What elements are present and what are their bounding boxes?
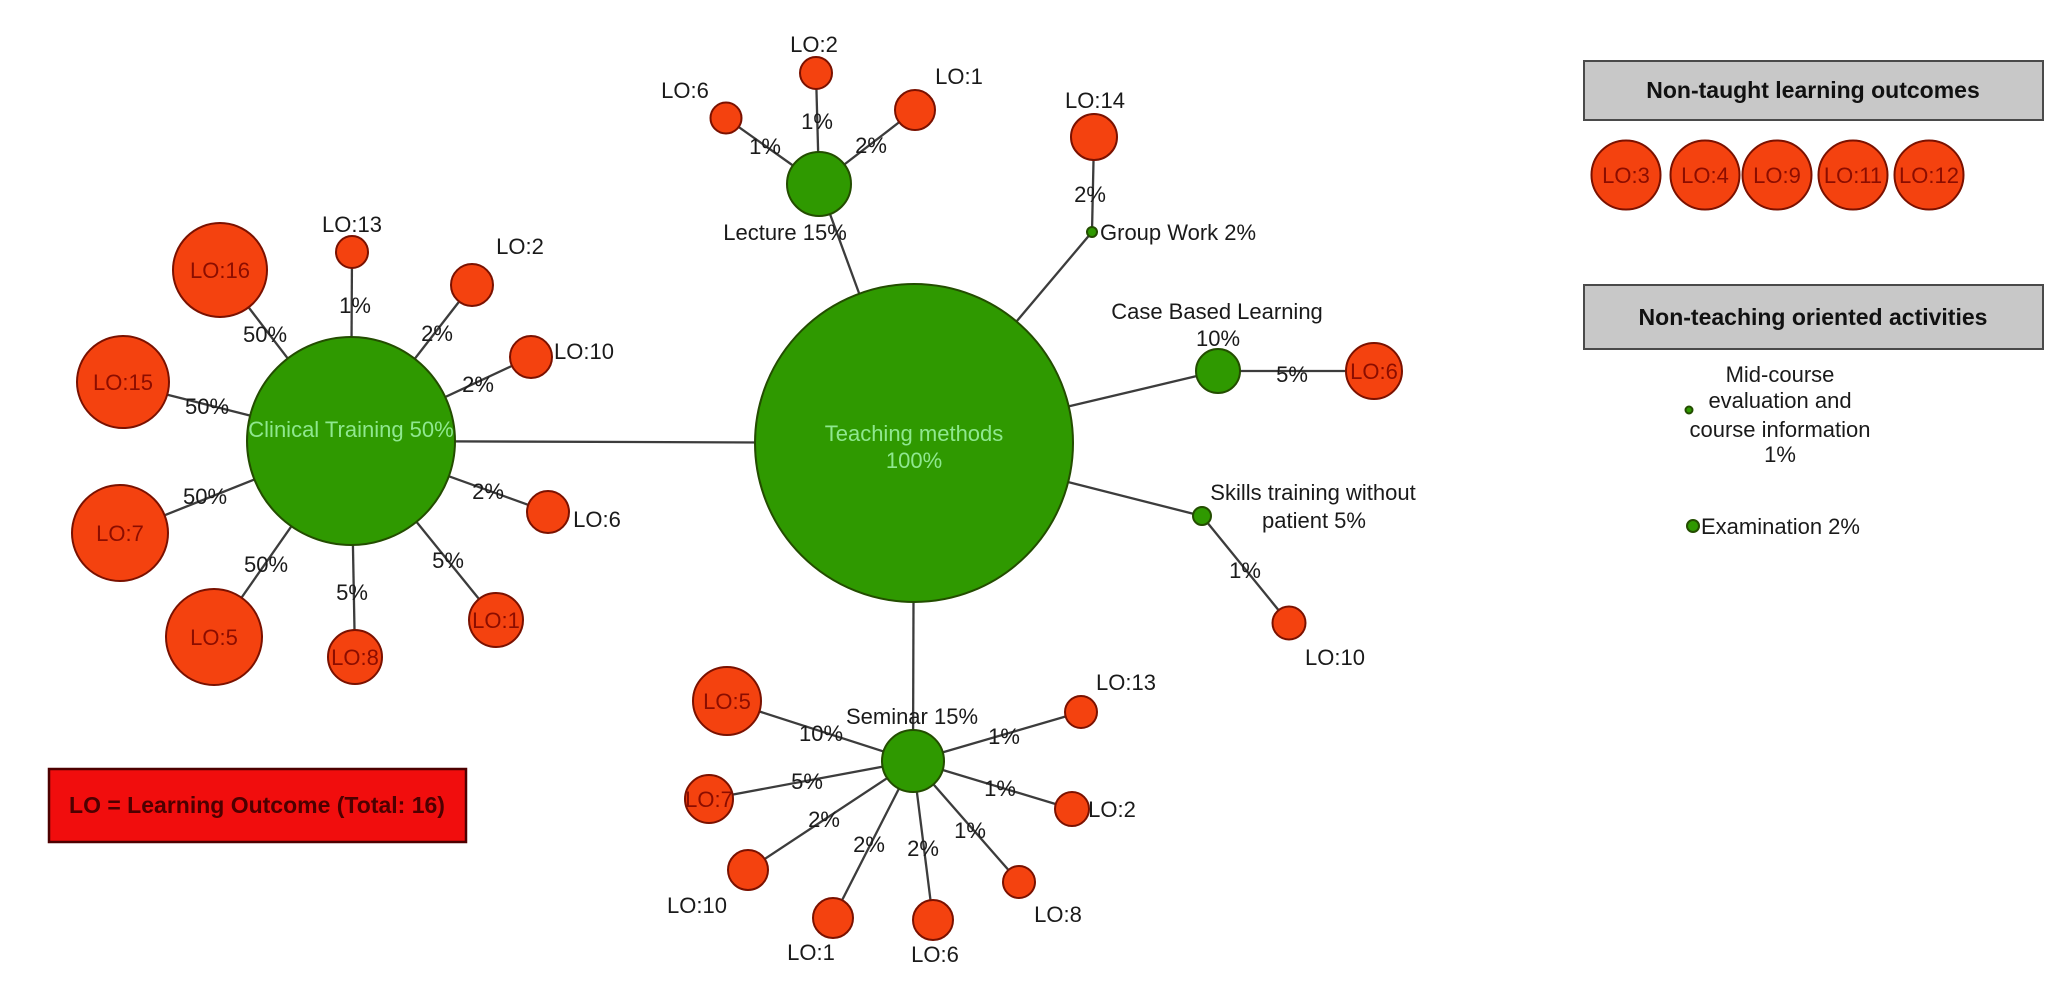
svg-text:LO:6: LO:6 — [1350, 359, 1398, 384]
svg-text:LO:8: LO:8 — [1034, 902, 1082, 927]
svg-text:course information: course information — [1690, 417, 1871, 442]
svg-text:Lecture 15%: Lecture 15% — [723, 220, 847, 245]
svg-text:Case Based Learning: Case Based Learning — [1111, 299, 1323, 324]
svg-text:1%: 1% — [339, 293, 371, 318]
svg-text:50%: 50% — [183, 484, 227, 509]
svg-text:LO:3: LO:3 — [1602, 163, 1650, 188]
svg-text:50%: 50% — [185, 394, 229, 419]
svg-text:Examination 2%: Examination 2% — [1701, 514, 1860, 539]
svg-text:LO:11: LO:11 — [1824, 163, 1882, 188]
svg-text:Non-teaching oriented activiti: Non-teaching oriented activities — [1639, 304, 1988, 330]
svg-text:evaluation and: evaluation and — [1708, 388, 1851, 413]
svg-text:patient 5%: patient 5% — [1262, 508, 1366, 533]
svg-text:LO:10: LO:10 — [1305, 645, 1365, 670]
svg-text:2%: 2% — [855, 133, 887, 158]
svg-text:50%: 50% — [244, 552, 288, 577]
svg-text:LO:1: LO:1 — [787, 940, 835, 965]
svg-text:LO:14: LO:14 — [1065, 88, 1125, 113]
svg-text:2%: 2% — [853, 832, 885, 857]
svg-text:Skills training without: Skills training without — [1210, 480, 1415, 505]
svg-text:LO:6: LO:6 — [573, 507, 621, 532]
svg-text:10%: 10% — [1196, 326, 1240, 351]
svg-text:2%: 2% — [1074, 182, 1106, 207]
svg-text:2%: 2% — [472, 479, 504, 504]
svg-text:LO:5: LO:5 — [703, 689, 751, 714]
svg-text:LO:8: LO:8 — [331, 645, 379, 670]
svg-text:50%: 50% — [243, 322, 287, 347]
svg-text:Mid-course: Mid-course — [1726, 362, 1835, 387]
svg-text:Seminar 15%: Seminar 15% — [846, 704, 978, 729]
svg-text:2%: 2% — [421, 321, 453, 346]
svg-text:LO:5: LO:5 — [190, 625, 238, 650]
svg-text:2%: 2% — [462, 372, 494, 397]
svg-text:LO:10: LO:10 — [554, 339, 614, 364]
svg-text:2%: 2% — [808, 807, 840, 832]
svg-text:Teaching methods: Teaching methods — [825, 421, 1004, 446]
svg-text:1%: 1% — [984, 776, 1016, 801]
svg-text:1%: 1% — [1229, 558, 1261, 583]
svg-text:1%: 1% — [954, 818, 986, 843]
svg-text:Non-taught learning outcomes: Non-taught learning outcomes — [1646, 77, 1980, 103]
svg-text:LO:4: LO:4 — [1681, 163, 1729, 188]
svg-text:LO:13: LO:13 — [322, 212, 382, 237]
svg-text:Clinical Training 50%: Clinical Training 50% — [248, 417, 453, 442]
svg-text:LO:2: LO:2 — [496, 234, 544, 259]
svg-text:1%: 1% — [749, 134, 781, 159]
svg-text:2%: 2% — [907, 836, 939, 861]
svg-text:LO:9: LO:9 — [1753, 163, 1801, 188]
svg-text:LO:7: LO:7 — [685, 787, 733, 812]
svg-text:Group Work 2%: Group Work 2% — [1100, 220, 1256, 245]
svg-text:5%: 5% — [432, 548, 464, 573]
svg-text:LO:6: LO:6 — [661, 78, 709, 103]
svg-text:LO:7: LO:7 — [96, 521, 144, 546]
svg-text:LO:15: LO:15 — [93, 370, 153, 395]
svg-text:1%: 1% — [1764, 442, 1796, 467]
svg-text:LO:10: LO:10 — [667, 893, 727, 918]
svg-text:LO:2: LO:2 — [790, 32, 838, 57]
svg-text:LO:6: LO:6 — [911, 942, 959, 967]
svg-text:5%: 5% — [791, 769, 823, 794]
svg-text:LO:1: LO:1 — [472, 608, 520, 633]
svg-text:LO:2: LO:2 — [1088, 797, 1136, 822]
svg-text:10%: 10% — [799, 721, 843, 746]
svg-text:1%: 1% — [801, 109, 833, 134]
svg-text:5%: 5% — [1276, 362, 1308, 387]
svg-text:100%: 100% — [886, 448, 942, 473]
svg-text:LO:12: LO:12 — [1899, 163, 1959, 188]
svg-text:LO:16: LO:16 — [190, 258, 250, 283]
svg-text:LO:13: LO:13 — [1096, 670, 1156, 695]
svg-text:LO = Learning Outcome (Total:: LO = Learning Outcome (Total: 16) — [69, 792, 445, 818]
svg-text:5%: 5% — [336, 580, 368, 605]
svg-text:LO:1: LO:1 — [935, 64, 983, 89]
svg-text:1%: 1% — [988, 724, 1020, 749]
